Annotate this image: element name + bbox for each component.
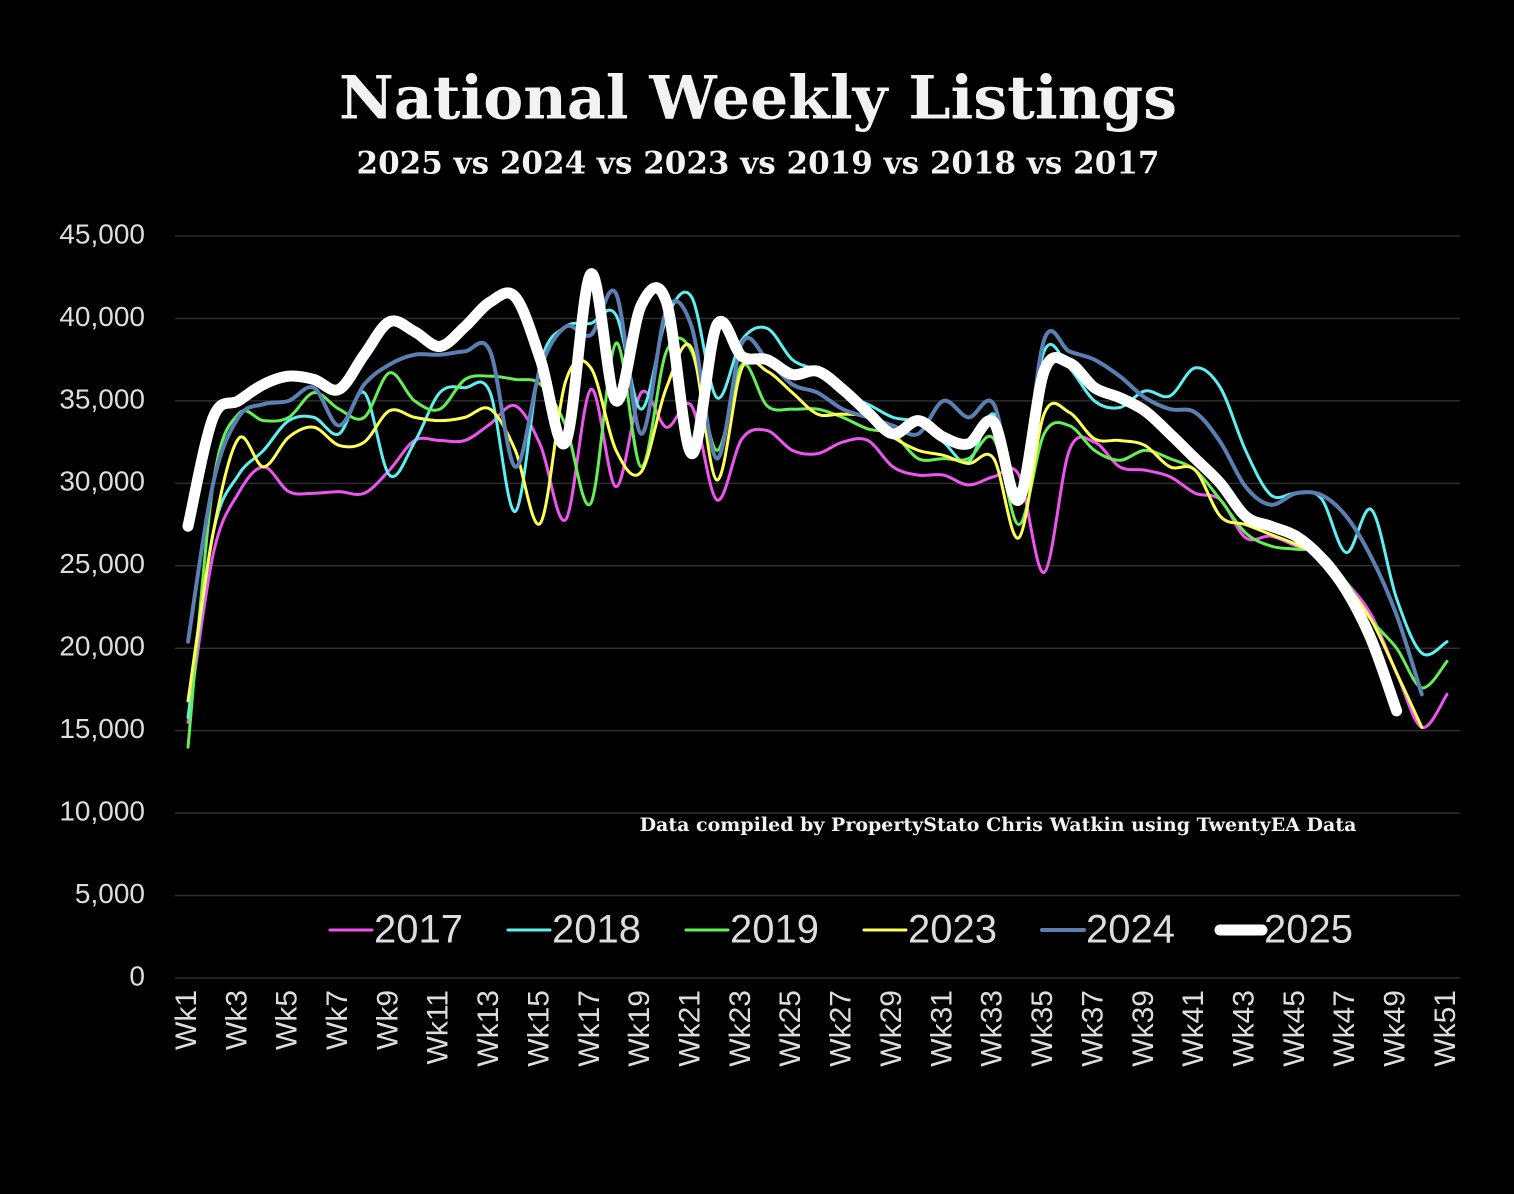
x-tick-label: Wk21 xyxy=(674,990,707,1067)
x-tick-label: Wk9 xyxy=(371,990,404,1050)
y-tick-label: 20,000 xyxy=(59,631,145,662)
series-line xyxy=(186,343,1424,729)
y-tick-label: 5,000 xyxy=(75,878,145,909)
x-tick-label: Wk15 xyxy=(522,990,555,1067)
chart-title: National Weekly Listings xyxy=(339,64,1177,134)
annotation: Data compiled by PropertyStato Chris Wat… xyxy=(640,814,1357,836)
y-tick-label: 30,000 xyxy=(59,466,145,497)
chart-subtitle: 2025 vs 2024 vs 2023 vs 2019 vs 2018 vs … xyxy=(357,146,1160,182)
x-tick-label: Wk11 xyxy=(422,990,455,1064)
x-tick-label: Wk13 xyxy=(472,990,505,1067)
x-tick-label: Wk23 xyxy=(724,990,757,1067)
y-tick-label: 25,000 xyxy=(59,548,145,579)
x-tick-label: Wk41 xyxy=(1177,990,1210,1067)
x-tick-label: Wk31 xyxy=(925,990,958,1067)
x-tick-label: Wk25 xyxy=(774,990,807,1067)
x-tick-label: Wk39 xyxy=(1127,990,1160,1067)
x-tick-label: Wk29 xyxy=(875,990,908,1067)
y-tick-label: 40,000 xyxy=(59,301,145,332)
x-tick-label: Wk33 xyxy=(976,990,1009,1067)
series-line xyxy=(182,268,1403,717)
y-tick-label: 35,000 xyxy=(59,383,145,414)
x-tick-label: Wk47 xyxy=(1328,990,1361,1067)
x-tick-label: Wk1 xyxy=(170,990,203,1050)
x-tick-label: Wk51 xyxy=(1429,990,1462,1067)
legend-label: 2024 xyxy=(1086,908,1175,952)
x-tick-label: Wk7 xyxy=(321,990,354,1050)
x-tick-label: Wk27 xyxy=(825,990,858,1067)
series-line xyxy=(186,290,1449,719)
x-tick-label: Wk5 xyxy=(271,990,304,1050)
x-tick-label: Wk19 xyxy=(623,990,656,1067)
legend-label: 2019 xyxy=(730,908,819,952)
legend-label: 2023 xyxy=(908,908,997,952)
y-tick-label: 15,000 xyxy=(59,713,145,744)
y-tick-label: 10,000 xyxy=(59,796,145,827)
x-tick-label: Wk37 xyxy=(1076,990,1109,1067)
series-line xyxy=(186,336,1449,749)
x-tick-label: Wk17 xyxy=(573,990,606,1067)
x-tick-label: Wk3 xyxy=(220,990,253,1050)
x-tick-label: Wk49 xyxy=(1379,990,1412,1067)
x-tick-label: Wk43 xyxy=(1227,990,1260,1067)
legend-label: 2025 xyxy=(1264,908,1353,952)
legend-label: 2018 xyxy=(552,908,641,952)
y-tick-label: 45,000 xyxy=(59,218,145,249)
x-tick-label: Wk45 xyxy=(1278,990,1311,1067)
legend-label: 2017 xyxy=(374,908,463,952)
x-tick-label: Wk35 xyxy=(1026,990,1059,1067)
y-tick-label: 0 xyxy=(129,960,145,991)
